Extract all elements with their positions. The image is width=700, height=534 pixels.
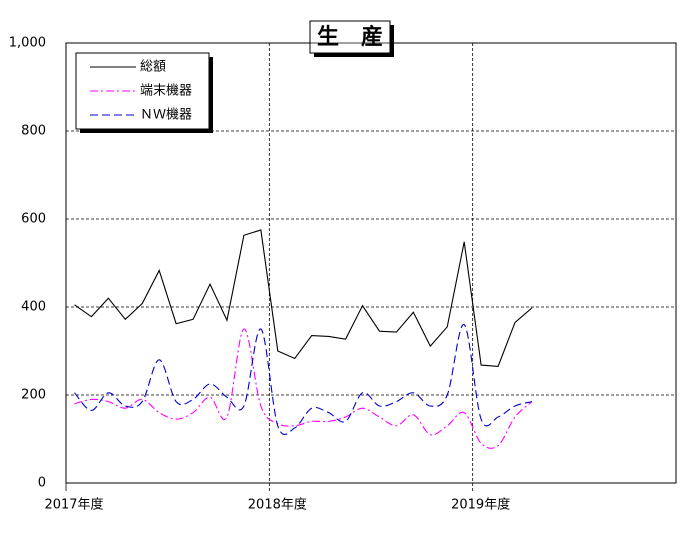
x-tick-label: 2019年度 bbox=[451, 497, 510, 513]
series-line bbox=[74, 324, 533, 436]
y-tick-label: 0 bbox=[38, 476, 46, 491]
x-tick-label: 2018年度 bbox=[248, 497, 307, 513]
x-tick-label: 2017年度 bbox=[44, 497, 103, 513]
legend-label: 端末機器 bbox=[140, 84, 192, 99]
y-tick-label: 200 bbox=[21, 388, 46, 403]
y-tick-label: 800 bbox=[21, 124, 46, 139]
y-tick-label: 400 bbox=[21, 300, 46, 315]
y-tick-label: 600 bbox=[21, 212, 46, 227]
legend-label: ＮＷ機器 bbox=[140, 108, 192, 123]
title-box bbox=[309, 20, 391, 54]
y-tick-label: 1,000 bbox=[9, 36, 46, 51]
series-line bbox=[74, 328, 533, 449]
legend-label: 総額 bbox=[140, 60, 166, 75]
series-line bbox=[74, 229, 533, 367]
chart-title: 生 産 bbox=[317, 24, 383, 50]
legend-box bbox=[75, 52, 210, 130]
